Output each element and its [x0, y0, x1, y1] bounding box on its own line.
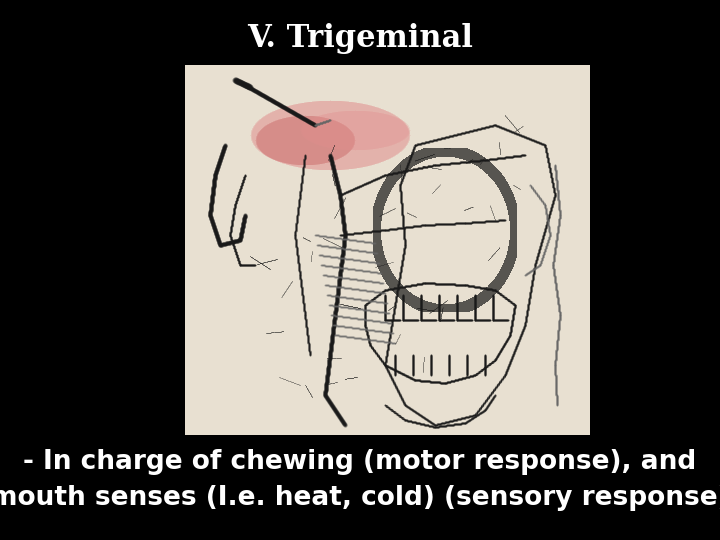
Text: - In charge of chewing (motor response), and: - In charge of chewing (motor response),…: [23, 449, 697, 475]
Text: mouth senses (I.e. heat, cold) (sensory response): mouth senses (I.e. heat, cold) (sensory …: [0, 485, 720, 511]
Text: V. Trigeminal: V. Trigeminal: [247, 23, 473, 53]
